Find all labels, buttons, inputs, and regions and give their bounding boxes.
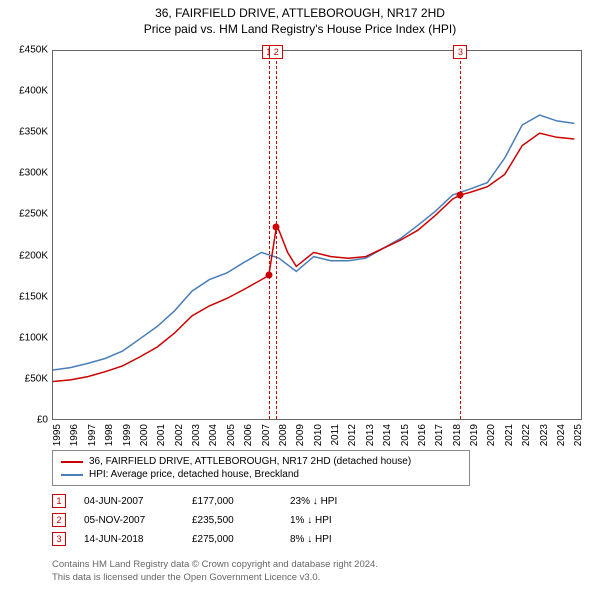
x-tick-label: 2011 — [330, 424, 341, 446]
x-tick-label: 2003 — [191, 424, 202, 446]
chart-area: 123 £0£50K£100K£150K£200K£250K£300K£350K… — [52, 50, 582, 420]
legend-item: 36, FAIRFIELD DRIVE, ATTLEBOROUGH, NR17 … — [61, 455, 461, 468]
x-tick-label: 2019 — [469, 424, 480, 446]
x-tick-label: 2007 — [261, 424, 272, 446]
x-tick-label: 2017 — [434, 424, 445, 446]
price-point-price: £275,000 — [192, 534, 272, 545]
x-tick-label: 2021 — [504, 424, 515, 446]
x-tick-label: 2001 — [156, 424, 167, 446]
y-tick-label: £250K — [19, 209, 48, 220]
price-point-date: 14-JUN-2018 — [84, 534, 174, 545]
legend-label: 36, FAIRFIELD DRIVE, ATTLEBOROUGH, NR17 … — [89, 456, 411, 467]
x-tick-label: 1997 — [87, 424, 98, 446]
x-tick-label: 1996 — [69, 424, 80, 446]
footer-attribution: Contains HM Land Registry data © Crown c… — [52, 559, 378, 584]
y-tick-label: £450K — [19, 45, 48, 56]
x-tick-label: 2015 — [400, 424, 411, 446]
legend-swatch — [61, 461, 83, 463]
y-tick-label: £100K — [19, 332, 48, 343]
legend-swatch — [61, 474, 83, 476]
x-tick-label: 2013 — [365, 424, 376, 446]
price-point-date: 05-NOV-2007 — [84, 515, 174, 526]
legend-label: HPI: Average price, detached house, Brec… — [89, 469, 299, 480]
price-point-date: 04-JUN-2007 — [84, 496, 174, 507]
price-points-table: 1 04-JUN-2007 £177,000 23% ↓ HPI 2 05-NOV-200… — [52, 494, 472, 551]
x-tick-label: 2023 — [539, 424, 550, 446]
x-tick-label: 1999 — [122, 424, 133, 446]
reference-line — [269, 51, 270, 419]
x-tick-label: 2022 — [521, 424, 532, 446]
x-tick-label: 2025 — [573, 424, 584, 446]
x-tick-label: 1995 — [52, 424, 63, 446]
price-marker-dot — [273, 224, 280, 231]
chart-title-block: 36, FAIRFIELD DRIVE, ATTLEBOROUGH, NR17 … — [0, 0, 600, 36]
chart-series-svg — [53, 51, 583, 421]
footer-line-1: Contains HM Land Registry data © Crown c… — [52, 559, 378, 571]
price-point-badge: 1 — [52, 494, 66, 508]
title-address: 36, FAIRFIELD DRIVE, ATTLEBOROUGH, NR17 … — [0, 6, 600, 20]
price-marker-dot — [265, 272, 272, 279]
reference-line — [460, 51, 461, 419]
y-tick-label: £150K — [19, 291, 48, 302]
x-tick-label: 2002 — [174, 424, 185, 446]
x-tick-label: 2010 — [313, 424, 324, 446]
x-tick-label: 2016 — [417, 424, 428, 446]
y-tick-label: £300K — [19, 168, 48, 179]
y-tick-label: £200K — [19, 250, 48, 261]
x-tick-label: 2020 — [486, 424, 497, 446]
price-point-diff: 23% ↓ HPI — [290, 496, 390, 507]
price-marker-dot — [457, 191, 464, 198]
price-point-row: 2 05-NOV-2007 £235,500 1% ↓ HPI — [52, 513, 472, 527]
price-point-row: 3 14-JUN-2018 £275,000 8% ↓ HPI — [52, 532, 472, 546]
footer-line-2: This data is licensed under the Open Gov… — [52, 572, 378, 584]
x-tick-label: 2012 — [347, 424, 358, 446]
y-tick-label: £50K — [25, 373, 48, 384]
x-tick-label: 1998 — [104, 424, 115, 446]
legend-item: HPI: Average price, detached house, Brec… — [61, 468, 461, 481]
x-tick-label: 2009 — [295, 424, 306, 446]
x-tick-label: 2014 — [382, 424, 393, 446]
series-line — [53, 115, 574, 370]
price-point-price: £235,500 — [192, 515, 272, 526]
price-point-row: 1 04-JUN-2007 £177,000 23% ↓ HPI — [52, 494, 472, 508]
reference-badge: 3 — [453, 45, 467, 59]
legend: 36, FAIRFIELD DRIVE, ATTLEBOROUGH, NR17 … — [52, 450, 470, 486]
y-tick-label: £350K — [19, 127, 48, 138]
price-point-diff: 1% ↓ HPI — [290, 515, 390, 526]
title-subtitle: Price paid vs. HM Land Registry's House … — [0, 22, 600, 36]
price-point-diff: 8% ↓ HPI — [290, 534, 390, 545]
y-tick-label: £400K — [19, 86, 48, 97]
price-point-badge: 3 — [52, 532, 66, 546]
reference-line — [276, 51, 277, 419]
x-tick-label: 2006 — [243, 424, 254, 446]
reference-badge: 2 — [269, 45, 283, 59]
plot-frame: 123 — [52, 50, 582, 420]
x-tick-label: 2018 — [452, 424, 463, 446]
x-tick-label: 2005 — [226, 424, 237, 446]
y-tick-label: £0 — [37, 415, 48, 426]
x-tick-label: 2024 — [556, 424, 567, 446]
x-tick-label: 2000 — [139, 424, 150, 446]
x-tick-label: 2008 — [278, 424, 289, 446]
price-point-price: £177,000 — [192, 496, 272, 507]
price-point-badge: 2 — [52, 513, 66, 527]
x-tick-label: 2004 — [208, 424, 219, 446]
